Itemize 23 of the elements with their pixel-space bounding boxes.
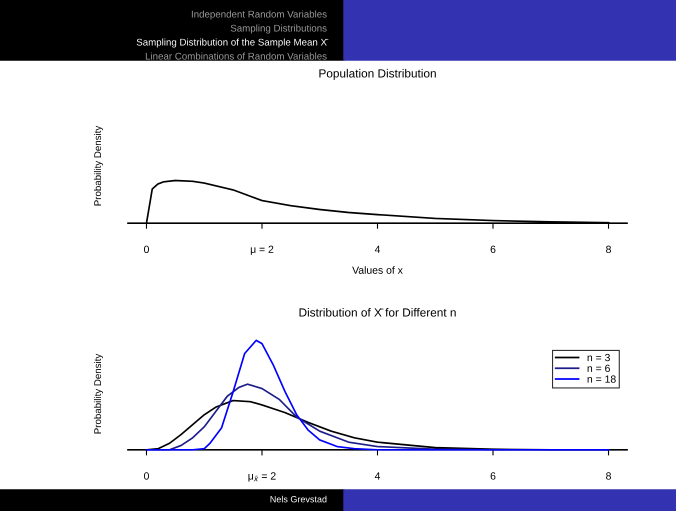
x-tick-label: 0 bbox=[144, 246, 149, 254]
text: Independent Random Variables bbox=[192, 10, 327, 20]
y-axis-title: Probability Density bbox=[94, 126, 103, 206]
y-axis-title: Probability Density bbox=[94, 354, 103, 434]
x-tick-label: 8 bbox=[606, 246, 611, 254]
x-tick-label: 8 bbox=[606, 472, 611, 480]
x-axis-title: Values of x bbox=[352, 266, 403, 274]
text: Nels Grevstad bbox=[270, 496, 326, 502]
x-tick-label: 6 bbox=[490, 246, 496, 254]
chart-title: Distribution of X̄ for Different n bbox=[300, 308, 456, 317]
legend-label: n = 6 bbox=[588, 364, 610, 372]
x-tick-label: 4 bbox=[374, 472, 380, 480]
text: Linear Combinations of Random Variables bbox=[146, 52, 327, 60]
x-tick-label: 0 bbox=[144, 472, 149, 480]
text: Sampling Distributions bbox=[230, 24, 327, 34]
x-tick-label: μ = 2 bbox=[250, 246, 274, 255]
x-tick-label: μ$_{x̄}$ = 2 bbox=[248, 472, 276, 482]
x-tick-label: 6 bbox=[490, 472, 496, 480]
legend-label: n = 18 bbox=[588, 375, 616, 383]
text: Sampling Distribution of the Sample Mean X̄ bbox=[136, 38, 328, 48]
x-tick-label: 4 bbox=[374, 246, 380, 253]
legend-label: n = 3 bbox=[588, 354, 610, 362]
chart-title: Population Distribution bbox=[319, 68, 436, 80]
